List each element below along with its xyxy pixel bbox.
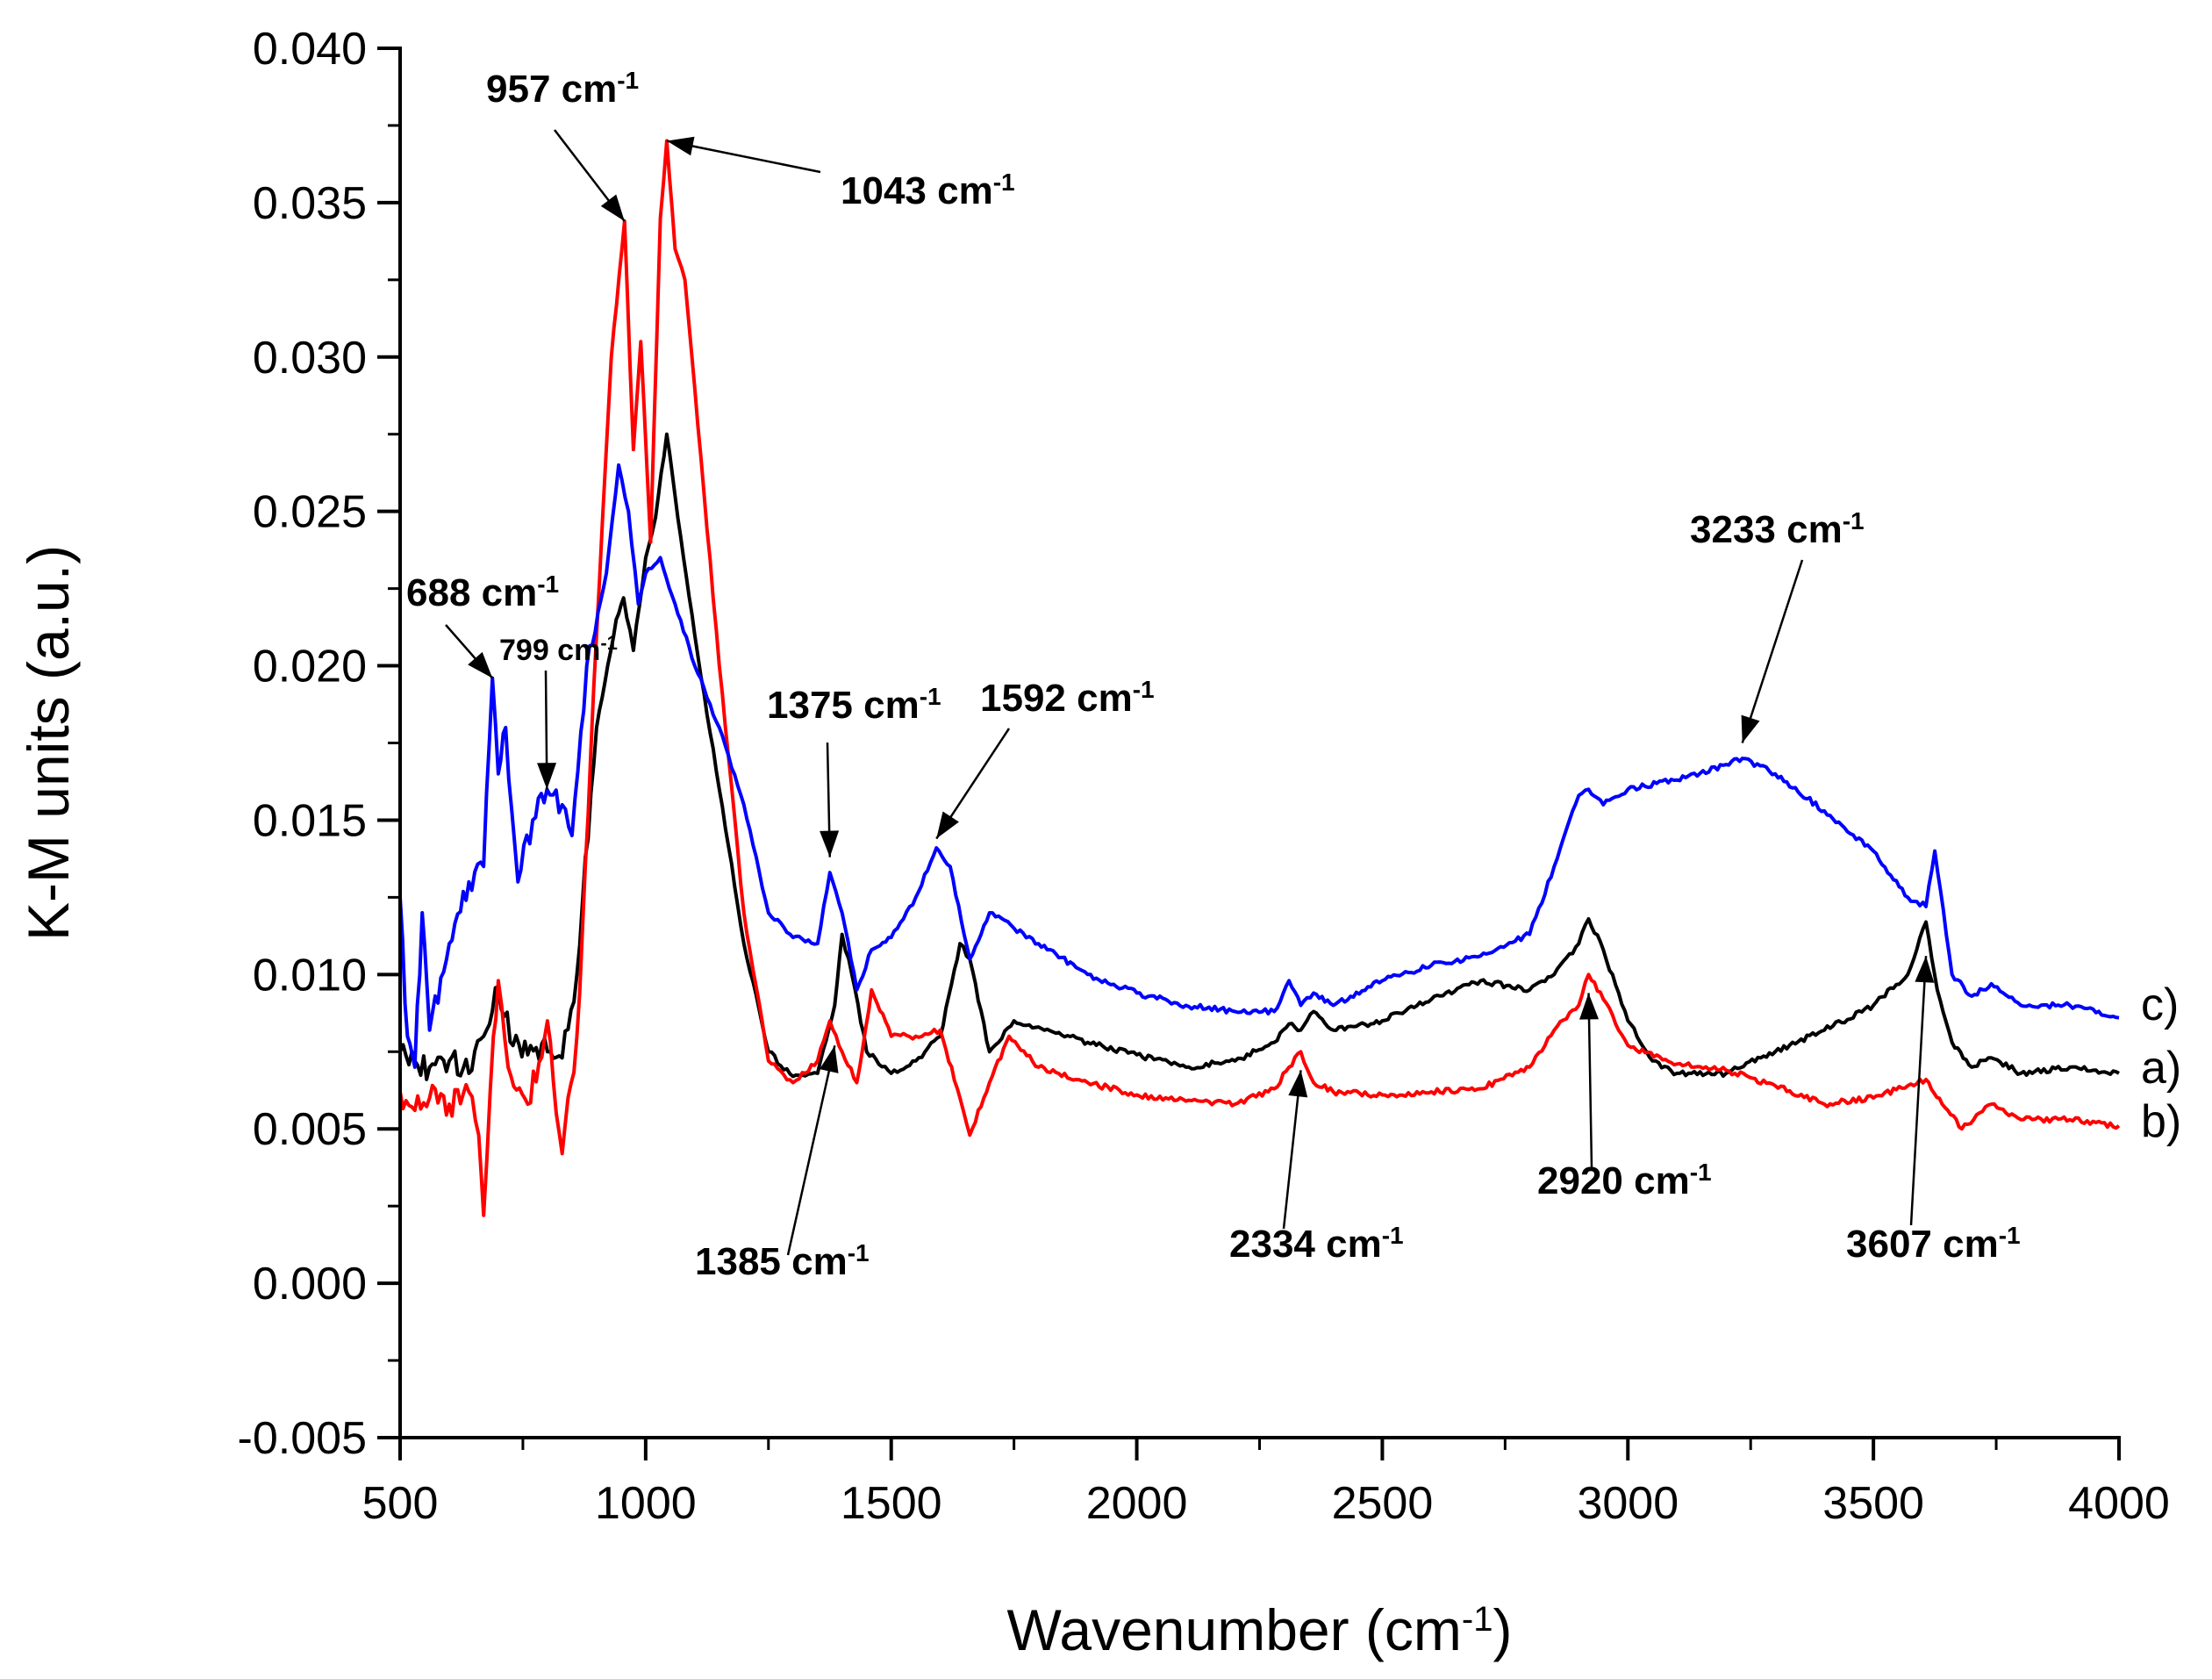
x-axis-title: Wavenumber (cm-1) (1007, 1597, 1513, 1662)
annotation-arrowhead (666, 136, 695, 156)
series-line-b (398, 139, 2121, 1217)
x-tick-label: 3500 (1822, 1478, 1924, 1529)
y-tick-label: 0.000 (253, 1259, 367, 1309)
annotation-arrowhead (936, 811, 959, 839)
annotation-arrowhead (1741, 714, 1760, 743)
annotation-arrowhead (1288, 1070, 1308, 1098)
annotation-arrow (1909, 956, 1928, 1226)
x-axis-title-main: Wavenumber (cm (1007, 1597, 1462, 1662)
x-ticks: 500 1000 1500 2000 2500 3000 3500 4000 (362, 1438, 2170, 1529)
y-tick-label: 0.030 (253, 333, 367, 384)
series-end-label: b) (2141, 1096, 2181, 1147)
x-tick-label: 1500 (841, 1478, 942, 1529)
annotation-label: 799 cm-1 (499, 632, 618, 668)
annotation-label: 1043 cm-1 (841, 169, 1015, 213)
annotation-arrowhead (1579, 993, 1600, 1020)
annotation-arrowhead (600, 194, 625, 221)
y-tick-label: 0.035 (253, 178, 367, 229)
annotations: 957 cm-1 1043 cm-1 688 cm-1 799 cm-1 1375 cm… (406, 67, 2021, 1284)
x-tick-label: 500 (362, 1478, 439, 1529)
annotation-arrow (1587, 993, 1593, 1168)
series-end-label: a) (2141, 1043, 2181, 1094)
y-tick-label: 0.020 (253, 642, 367, 692)
annotation-label: 3607 cm-1 (1846, 1222, 2021, 1266)
annotation-arrowhead (820, 1045, 839, 1073)
plot-lines (398, 139, 2121, 1217)
annotation-label: 2920 cm-1 (1537, 1159, 1712, 1203)
annotation-label: 957 cm-1 (486, 67, 639, 111)
x-axis-title-tail: ) (1493, 1597, 1512, 1662)
series-end-label: c) (2141, 979, 2179, 1030)
y-tick-label: -0.005 (238, 1413, 367, 1464)
annotation-arrowhead (1915, 956, 1935, 983)
annotation-label: 2334 cm-1 (1229, 1222, 1404, 1266)
y-tick-label: 0.010 (253, 950, 367, 1001)
y-ticks: -0.005 0.000 0.005 0.010 0.015 0.020 0.025 0.03… (238, 24, 400, 1464)
x-tick-label: 2500 (1332, 1478, 1434, 1529)
annotation-arrowhead (537, 763, 557, 790)
annotation-arrow (1282, 1070, 1302, 1230)
annotation-arrowhead (468, 651, 493, 678)
annotation-arrowhead (820, 830, 840, 857)
x-tick-label: 4000 (2068, 1478, 2170, 1529)
x-axis-title-sup: -1 (1462, 1600, 1493, 1639)
series-line-c (398, 463, 2120, 1069)
series-line-a (398, 432, 2120, 1081)
annotation-label: 1385 cm-1 (695, 1239, 870, 1284)
x-tick-label: 1000 (595, 1478, 697, 1529)
y-tick-label: 0.005 (253, 1104, 367, 1155)
x-tick-label: 3000 (1577, 1478, 1679, 1529)
annotation-arrow (1741, 559, 1804, 743)
y-axis-title: K-M units (a.u.) (16, 545, 81, 941)
annotation-arrow (786, 1044, 836, 1256)
x-tick-label: 2000 (1086, 1478, 1188, 1529)
y-tick-label: 0.040 (253, 24, 367, 75)
y-tick-label: 0.015 (253, 795, 367, 846)
series-labels: c) a)b) (2141, 979, 2181, 1147)
axes: -0.005 0.000 0.005 0.010 0.015 0.020 0.025 0.03… (238, 24, 2170, 1529)
annotation-label: 1592 cm-1 (980, 676, 1155, 721)
annotation-label: 3233 cm-1 (1690, 507, 1865, 552)
y-tick-label: 0.025 (253, 487, 367, 538)
annotation-label: 1375 cm-1 (767, 683, 941, 728)
annotation-label: 688 cm-1 (406, 570, 559, 615)
